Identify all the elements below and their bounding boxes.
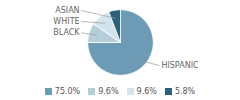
- html-text:9.6%: 9.6%: [136, 86, 157, 96]
- html-text:5.8%: 5.8%: [174, 86, 196, 96]
- html-text:9.6%: 9.6%: [98, 86, 119, 96]
- svg-text:BLACK: BLACK: [53, 28, 80, 37]
- svg-text:HISPANIC: HISPANIC: [161, 61, 199, 70]
- svg-text:ASIAN: ASIAN: [55, 6, 79, 15]
- svg-text:WHITE: WHITE: [53, 17, 79, 26]
- html-text:75.0%: 75.0%: [54, 86, 81, 96]
